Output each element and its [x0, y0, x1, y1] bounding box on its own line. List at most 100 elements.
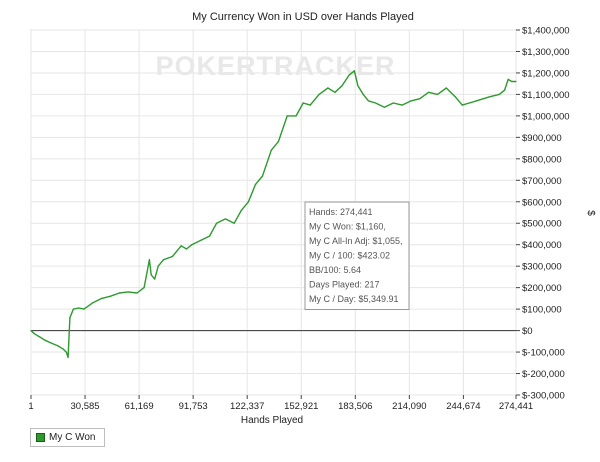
x-tick-label: 274,441 [499, 401, 533, 412]
series-point [383, 106, 386, 108]
legend[interactable]: My C Won [30, 428, 105, 447]
y-tick-label: $-200,000 [522, 369, 565, 380]
y-tick-label: $100,000 [522, 305, 562, 316]
series-point [475, 100, 477, 102]
y-tick-label: $1,200,000 [522, 68, 570, 79]
y-tick-label: $300,000 [522, 262, 562, 273]
series-point [30, 329, 32, 332]
series-point [482, 98, 485, 100]
legend-swatch [36, 433, 45, 442]
series-point [56, 345, 59, 347]
x-tick-label: 1 [28, 401, 33, 412]
series-point [136, 292, 138, 294]
series-point [185, 248, 188, 250]
tooltip-line: My C / Day: $5,349.91 [309, 294, 399, 304]
series-point [498, 93, 500, 96]
series-point [327, 87, 329, 89]
legend-label: My C Won [49, 432, 96, 443]
series-point [143, 287, 145, 289]
series-point [401, 104, 403, 106]
y-tick-label: $-300,000 [522, 391, 565, 402]
x-tick-label: 91,753 [179, 401, 208, 412]
y-tick-label: $1,000,000 [522, 111, 570, 122]
y-tick-label: $1,400,000 [522, 26, 570, 37]
series-point [208, 235, 211, 237]
hover-tooltip: Hands: 274,441 My C Won: $1,160, My C All-… [304, 201, 410, 310]
x-tick-label: 244,674 [446, 401, 480, 412]
series-point [162, 259, 165, 261]
series-point [154, 278, 156, 280]
series-point [67, 356, 69, 359]
series-point [489, 95, 492, 98]
series-point [286, 115, 288, 117]
y-tick-label: $-100,000 [522, 348, 565, 359]
x-tick-label: 61,169 [125, 401, 154, 412]
series-point [65, 351, 67, 353]
series-point [454, 95, 456, 98]
series-point [507, 78, 509, 80]
series-point [69, 317, 71, 319]
series-point [78, 307, 80, 309]
series-point [309, 104, 311, 106]
series-point [375, 102, 377, 104]
series-point [233, 222, 235, 224]
series-point [150, 274, 152, 276]
y-tick-label: $900,000 [522, 133, 562, 144]
series-point [127, 291, 129, 293]
series-point [261, 175, 264, 177]
y-tick-label: $800,000 [522, 154, 562, 165]
series-point [83, 308, 85, 310]
series-point [101, 297, 103, 299]
series-point [362, 93, 364, 96]
tooltip-line: My C / 100: $423.02 [309, 251, 390, 261]
series-point [157, 265, 159, 267]
series-point [39, 336, 41, 338]
series-point [92, 302, 94, 304]
series-point [445, 87, 447, 89]
series-point [44, 339, 46, 341]
y-tick-label: $0 [522, 326, 533, 337]
series-point [109, 295, 112, 297]
series-point [468, 102, 470, 104]
tooltip-line: My C All-In Adj: $1,055, [309, 236, 403, 246]
series-point [148, 259, 151, 261]
series-point [118, 292, 120, 294]
series-point [215, 222, 218, 224]
x-tick-label: 122,337 [230, 401, 264, 412]
series-point [224, 218, 226, 220]
y-tick-label: $200,000 [522, 283, 562, 294]
series-point [357, 85, 359, 87]
series-point [461, 104, 463, 106]
y-tick-label: $1,300,000 [522, 47, 570, 58]
series-point [277, 141, 280, 143]
tooltip-line: My C Won: $1,160, [309, 222, 386, 232]
series-point [334, 91, 336, 93]
plot-area [30, 29, 517, 396]
series-point [51, 342, 53, 345]
series-point [191, 244, 193, 246]
x-axis-ticks: 1 30,585 61,169 91,753 122,337 152,921 183,506… [28, 395, 533, 412]
series-point [428, 91, 430, 93]
y-tick-label: $500,000 [522, 219, 562, 230]
x-tick-label: 214,090 [392, 401, 426, 412]
series-point [171, 255, 173, 258]
x-tick-label: 183,506 [338, 401, 372, 412]
y-axis-ticks: $-300,000 $-200,000 $-100,000 $0 $100,000 $20… [516, 26, 570, 402]
series-point [200, 239, 202, 242]
series-point [240, 209, 242, 211]
series-point [270, 149, 272, 151]
series-point [254, 183, 257, 186]
y-tick-label: $600,000 [522, 197, 562, 208]
series-point [72, 308, 75, 310]
series-point [392, 102, 394, 104]
series-point [353, 70, 356, 72]
series-point [247, 201, 249, 203]
tooltip-line: Hands: 274,441 [309, 207, 373, 217]
series-point [318, 93, 320, 96]
x-tick-label: 152,921 [284, 401, 318, 412]
series-point [62, 348, 64, 350]
tooltip-line: BB/100: 5.64 [309, 265, 361, 275]
series-point [180, 245, 182, 247]
series-point [511, 80, 513, 83]
